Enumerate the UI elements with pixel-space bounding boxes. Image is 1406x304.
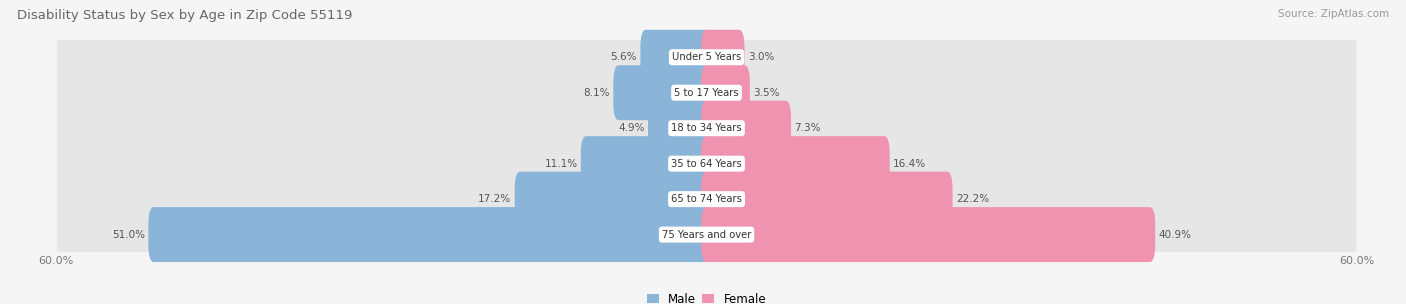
- Text: 3.5%: 3.5%: [754, 88, 779, 98]
- Text: 35 to 64 Years: 35 to 64 Years: [671, 159, 742, 169]
- FancyBboxPatch shape: [581, 136, 711, 191]
- Legend: Male, Female: Male, Female: [643, 288, 770, 304]
- FancyBboxPatch shape: [56, 139, 1357, 189]
- FancyBboxPatch shape: [56, 32, 1357, 82]
- FancyBboxPatch shape: [515, 172, 711, 226]
- FancyBboxPatch shape: [702, 136, 890, 191]
- FancyBboxPatch shape: [702, 101, 792, 156]
- Text: 16.4%: 16.4%: [893, 159, 927, 169]
- Text: 3.0%: 3.0%: [748, 52, 775, 62]
- FancyBboxPatch shape: [149, 207, 711, 262]
- Text: 75 Years and over: 75 Years and over: [662, 230, 751, 240]
- FancyBboxPatch shape: [648, 101, 711, 156]
- Text: 40.9%: 40.9%: [1159, 230, 1191, 240]
- Text: 18 to 34 Years: 18 to 34 Years: [671, 123, 742, 133]
- Text: 8.1%: 8.1%: [583, 88, 610, 98]
- FancyBboxPatch shape: [702, 172, 952, 226]
- FancyBboxPatch shape: [56, 67, 1357, 118]
- Text: 65 to 74 Years: 65 to 74 Years: [671, 194, 742, 204]
- Text: 5.6%: 5.6%: [610, 52, 637, 62]
- FancyBboxPatch shape: [56, 103, 1357, 153]
- FancyBboxPatch shape: [702, 30, 744, 85]
- FancyBboxPatch shape: [56, 174, 1357, 224]
- Text: 22.2%: 22.2%: [956, 194, 988, 204]
- Text: 4.9%: 4.9%: [619, 123, 645, 133]
- Text: 17.2%: 17.2%: [478, 194, 512, 204]
- Text: 7.3%: 7.3%: [794, 123, 821, 133]
- FancyBboxPatch shape: [613, 65, 711, 120]
- FancyBboxPatch shape: [702, 207, 1156, 262]
- Text: 5 to 17 Years: 5 to 17 Years: [675, 88, 738, 98]
- FancyBboxPatch shape: [702, 65, 749, 120]
- FancyBboxPatch shape: [640, 30, 711, 85]
- Text: 11.1%: 11.1%: [544, 159, 578, 169]
- Text: 51.0%: 51.0%: [112, 230, 145, 240]
- FancyBboxPatch shape: [56, 209, 1357, 260]
- Text: Disability Status by Sex by Age in Zip Code 55119: Disability Status by Sex by Age in Zip C…: [17, 9, 353, 22]
- Text: Source: ZipAtlas.com: Source: ZipAtlas.com: [1278, 9, 1389, 19]
- Text: Under 5 Years: Under 5 Years: [672, 52, 741, 62]
